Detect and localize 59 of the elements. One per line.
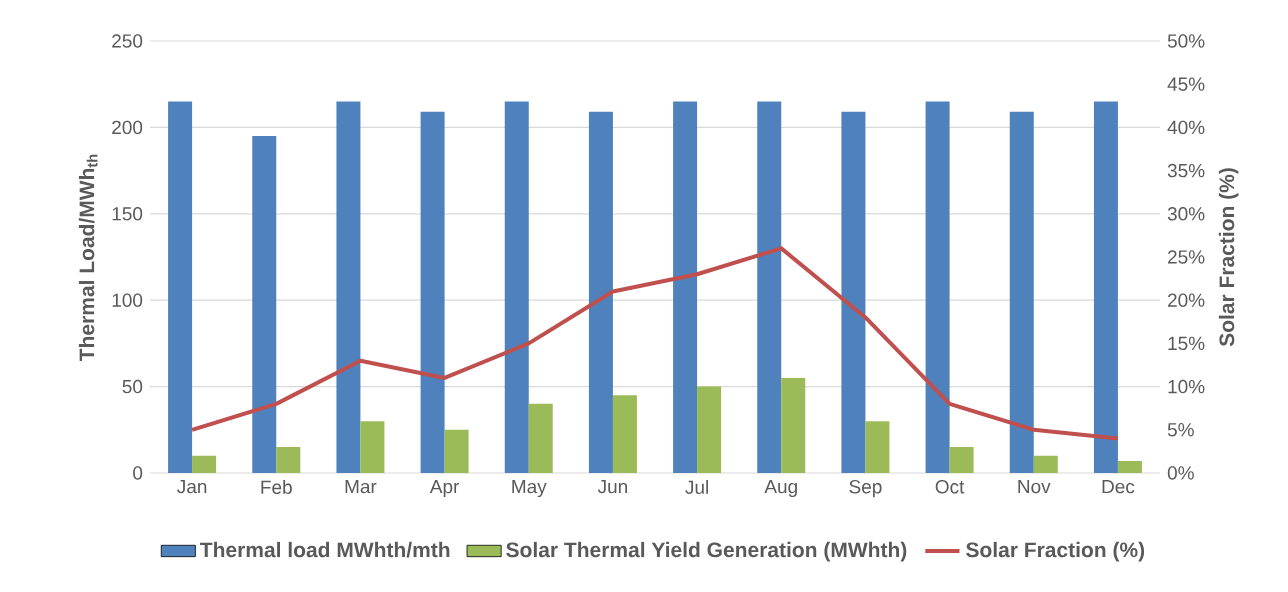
bar xyxy=(781,377,806,473)
x-tick-label: Apr xyxy=(429,480,460,498)
bar xyxy=(420,111,445,473)
bar xyxy=(168,101,193,473)
x-tick-label: Sep xyxy=(849,480,882,498)
bar xyxy=(925,101,950,473)
y2-tick-label: 0% xyxy=(1167,466,1194,480)
bar xyxy=(192,455,217,473)
bar xyxy=(588,111,613,473)
bar xyxy=(949,447,974,473)
y2-tick-label: 40% xyxy=(1167,120,1205,135)
y-tick-label: 200 xyxy=(112,120,143,135)
bar xyxy=(841,111,866,473)
y2-tick-label: 50% xyxy=(1167,34,1205,48)
y-tick-label: 50 xyxy=(122,379,143,394)
bar xyxy=(360,421,385,473)
y2-tick-label: 5% xyxy=(1167,423,1194,437)
y-tick-label: 250 xyxy=(112,34,143,48)
x-tick-label: Jan xyxy=(177,480,207,494)
y2-tick-label: 10% xyxy=(1168,379,1205,394)
legend-label: Solar Fraction (%) xyxy=(966,541,1145,562)
bar xyxy=(1093,101,1118,473)
x-tick-label: Feb xyxy=(261,480,292,495)
y2-tick-label: 20% xyxy=(1168,293,1205,307)
legend-label: Thermal load MWhth/mth xyxy=(200,541,450,558)
x-tick-label: Jun xyxy=(597,480,628,494)
bar xyxy=(504,101,529,473)
bar xyxy=(865,421,890,473)
bar xyxy=(757,101,782,473)
y2-tick-label: 25% xyxy=(1168,250,1205,264)
bar xyxy=(1033,455,1058,473)
x-tick-label: Jul xyxy=(685,480,708,495)
bar xyxy=(673,101,698,473)
x-tick-label: Dec xyxy=(1102,480,1135,494)
x-tick-label: Nov xyxy=(1018,480,1051,494)
y2-tick-label: 45% xyxy=(1167,77,1205,91)
bar xyxy=(697,386,722,473)
x-tick-label: Aug xyxy=(764,480,797,498)
legend-label: Solar Thermal Yield Generation (MWhth) xyxy=(506,541,907,562)
y-axis-title: Thermal Load/MWh$_{th}$ xyxy=(78,154,98,362)
line-series xyxy=(190,246,1120,441)
y-tick-label: 100 xyxy=(112,293,143,307)
bar xyxy=(1117,460,1142,473)
y-tick-label: 0 xyxy=(133,466,143,480)
y2-tick-label: 30% xyxy=(1167,207,1205,221)
y2-tick-label: 15% xyxy=(1168,336,1205,351)
y2-tick-label: 35% xyxy=(1167,163,1205,178)
x-tick-label: Mar xyxy=(345,480,377,494)
x-tick-label: May xyxy=(512,480,547,498)
bar xyxy=(276,447,301,473)
bar xyxy=(444,429,469,473)
bar xyxy=(528,403,553,473)
x-tick-label: Oct xyxy=(935,480,965,494)
bar xyxy=(1009,111,1034,473)
bar xyxy=(612,395,637,473)
bar xyxy=(336,101,361,473)
y2-axis-title: Solar Fraction (%) xyxy=(1218,168,1239,347)
bar xyxy=(252,136,277,473)
y-tick-label: 150 xyxy=(112,207,143,221)
